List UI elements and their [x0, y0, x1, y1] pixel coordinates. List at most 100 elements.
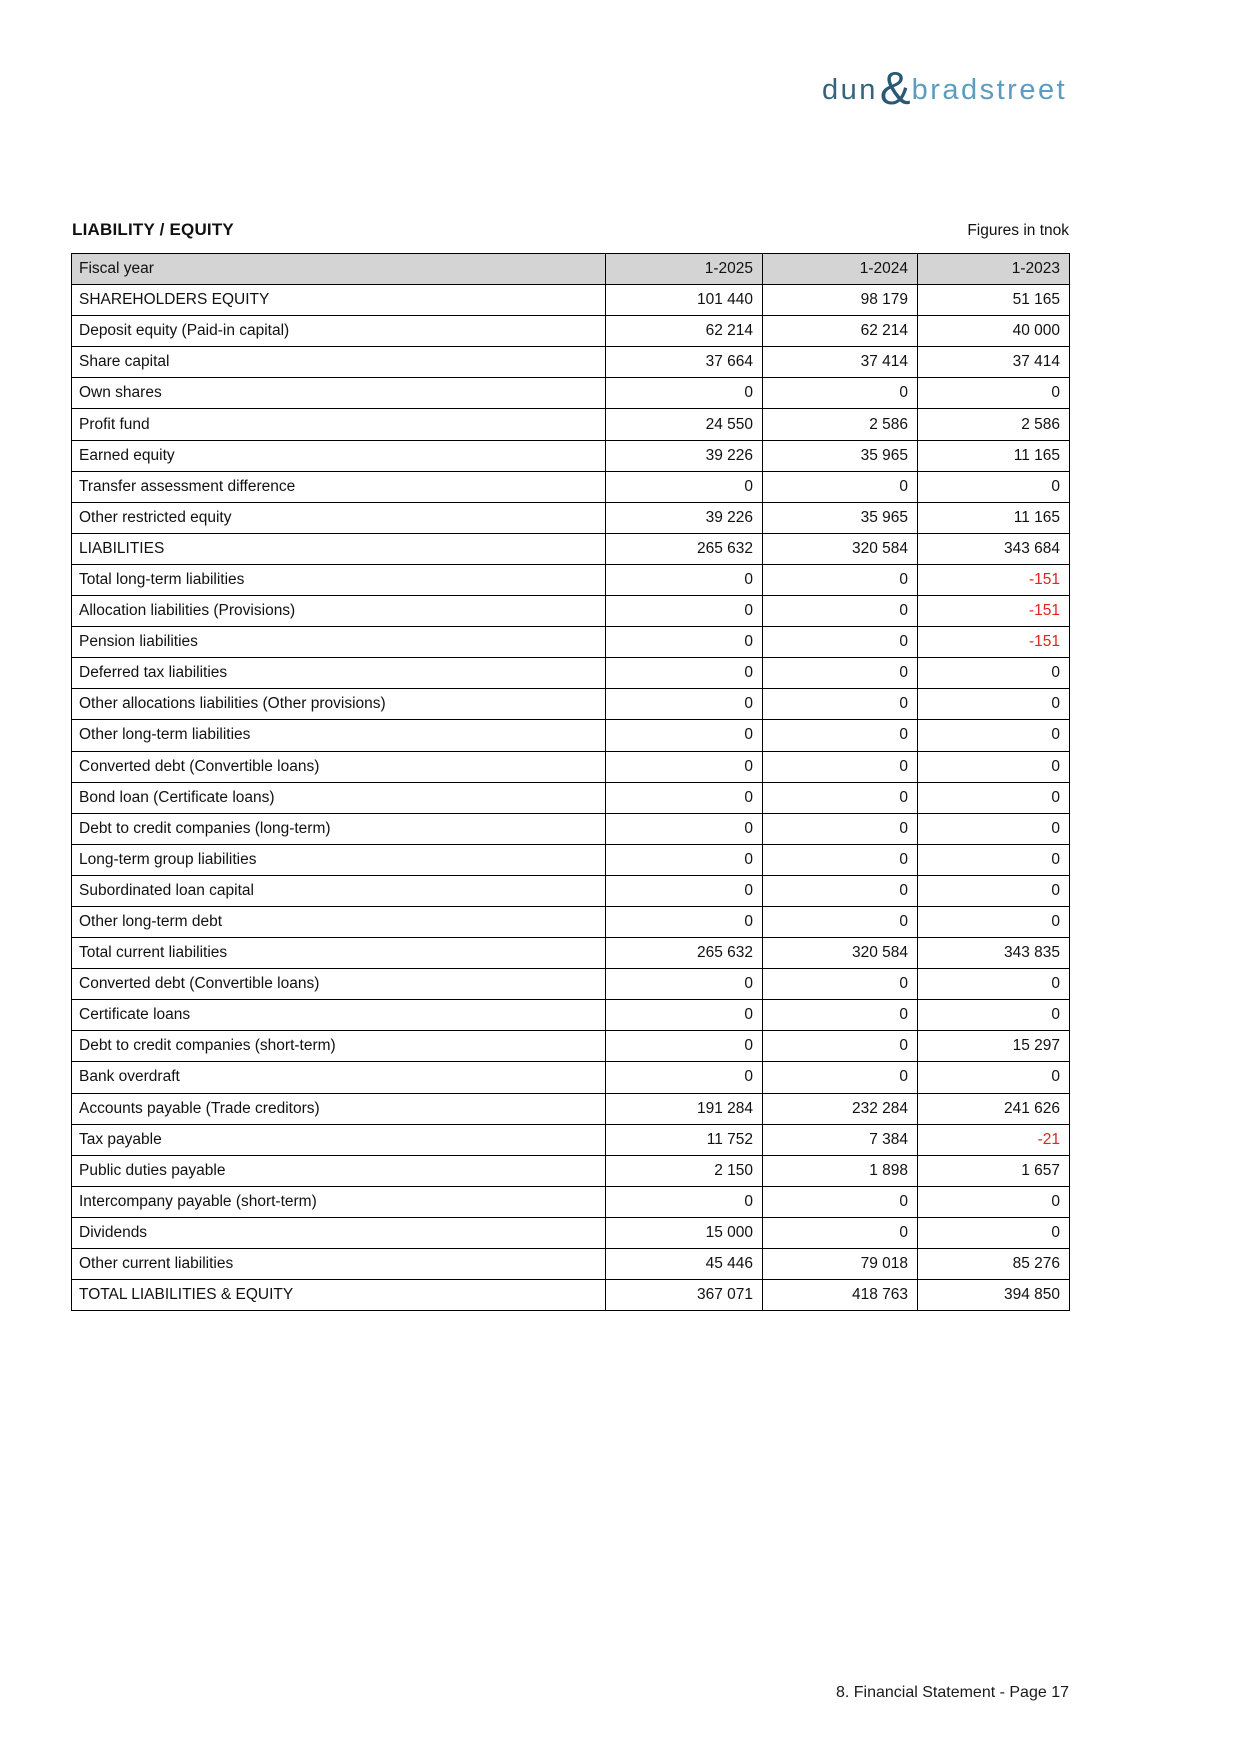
units-note: Figures in tnok — [967, 222, 1069, 239]
row-value: 79 018 — [762, 1247, 918, 1281]
row-label: Other allocations liabilities (Other pro… — [71, 688, 606, 721]
row-value: 0 — [762, 1185, 918, 1218]
row-label: Deposit equity (Paid-in capital) — [71, 315, 606, 348]
row-value: 0 — [762, 812, 918, 845]
table-row: Earned equity 39 226 35 965 11 165 — [71, 439, 1070, 472]
row-value: 0 — [605, 719, 763, 752]
row-value: 0 — [917, 470, 1070, 503]
row-value: 0 — [762, 470, 918, 503]
row-value: 62 214 — [762, 315, 918, 348]
row-value: 0 — [605, 999, 763, 1032]
table-row: Certificate loans 0 0 0 — [71, 999, 1070, 1032]
page-title: LIABILITY / EQUITY — [72, 220, 234, 239]
row-value: 0 — [762, 657, 918, 690]
row-label: Total long-term liabilities — [71, 563, 606, 597]
row-value: 0 — [762, 1216, 918, 1250]
row-value: 40 000 — [917, 315, 1070, 348]
row-label: Debt to credit companies (short-term) — [71, 1030, 606, 1063]
table-row: Debt to credit companies (short-term) 0 … — [71, 1030, 1070, 1063]
row-label: Other current liabilities — [71, 1247, 606, 1281]
row-value: 7 384 — [762, 1123, 918, 1156]
row-value: 0 — [605, 781, 763, 814]
row-label: Bank overdraft — [71, 1061, 606, 1094]
row-value: 343 684 — [917, 532, 1070, 565]
row-value: 0 — [917, 750, 1070, 783]
row-value: 0 — [605, 1030, 763, 1063]
dun-bradstreet-logo: dun & bradstreet — [822, 61, 1068, 114]
row-value: 241 626 — [917, 1092, 1070, 1125]
row-value: 394 850 — [917, 1279, 1070, 1312]
row-value: 0 — [917, 1185, 1070, 1218]
table-row: Dividends 15 000 0 0 — [71, 1216, 1070, 1250]
row-value: 0 — [762, 719, 918, 752]
row-value: 0 — [917, 812, 1070, 845]
row-value: 320 584 — [762, 532, 918, 565]
row-value: 0 — [917, 657, 1070, 690]
row-value: 51 165 — [917, 284, 1070, 317]
row-value: 0 — [605, 905, 763, 939]
row-value: -151 — [917, 595, 1070, 628]
row-label: Other long-term debt — [71, 905, 606, 939]
row-value: 343 835 — [917, 937, 1070, 970]
table-row: Tax payable 11 752 7 384 -21 — [71, 1123, 1070, 1156]
page-footer: 8. Financial Statement - Page 17 — [835, 1684, 1069, 1701]
row-value: 45 446 — [605, 1247, 763, 1281]
table-row: Converted debt (Convertible loans) 0 0 0 — [71, 968, 1070, 1001]
row-value: -151 — [917, 626, 1070, 659]
row-label: Converted debt (Convertible loans) — [71, 750, 606, 783]
table-row: Total long-term liabilities 0 0 -151 — [71, 563, 1070, 597]
row-label: Tax payable — [71, 1123, 606, 1156]
row-value: 39 226 — [605, 439, 763, 472]
row-value: 0 — [605, 843, 763, 876]
liability-equity-table: Fiscal year 1-2025 1-2024 1-2023 SHAREHO… — [71, 252, 1070, 1312]
row-value: 191 284 — [605, 1092, 763, 1125]
row-value: 0 — [917, 874, 1070, 907]
row-label: Share capital — [71, 346, 606, 379]
row-label: LIABILITIES — [71, 532, 606, 565]
table-row: Deferred tax liabilities 0 0 0 — [71, 657, 1070, 690]
row-value: 2 586 — [917, 408, 1070, 441]
row-value: 0 — [605, 968, 763, 1001]
row-label: Subordinated loan capital — [71, 874, 606, 907]
row-value: 0 — [762, 999, 918, 1032]
table-row: Other long-term debt 0 0 0 — [71, 905, 1070, 939]
row-label: Accounts payable (Trade creditors) — [71, 1092, 606, 1125]
row-value: 37 414 — [917, 346, 1070, 379]
row-label: Total current liabilities — [71, 937, 606, 970]
row-value: 0 — [762, 626, 918, 659]
row-value: 0 — [762, 563, 918, 597]
row-value: 367 071 — [605, 1279, 763, 1312]
row-value: 0 — [762, 1061, 918, 1094]
table-row: Own shares 0 0 0 — [71, 377, 1070, 410]
row-label: Dividends — [71, 1216, 606, 1250]
row-label: Public duties payable — [71, 1154, 606, 1187]
table-row: Intercompany payable (short-term) 0 0 0 — [71, 1185, 1070, 1218]
row-value: 0 — [917, 719, 1070, 752]
table-row: Long-term group liabilities 0 0 0 — [71, 843, 1070, 876]
row-value: 0 — [917, 905, 1070, 939]
table-row: Total current liabilities 265 632 320 58… — [71, 937, 1070, 970]
table-row: TOTAL LIABILITIES & EQUITY 367 071 418 7… — [71, 1279, 1070, 1312]
row-value: 0 — [605, 595, 763, 628]
row-value: 1 657 — [917, 1154, 1070, 1187]
table-row: Converted debt (Convertible loans) 0 0 0 — [71, 750, 1070, 783]
table-row: Debt to credit companies (long-term) 0 0… — [71, 812, 1070, 845]
table-row: Deposit equity (Paid-in capital) 62 214 … — [71, 315, 1070, 348]
header-fiscal-year: Fiscal year — [71, 252, 606, 286]
table-row: Allocation liabilities (Provisions) 0 0 … — [71, 595, 1070, 628]
row-value: 0 — [917, 999, 1070, 1032]
row-value: 0 — [917, 843, 1070, 876]
row-value: 0 — [605, 657, 763, 690]
table-row: Other long-term liabilities 0 0 0 — [71, 719, 1070, 752]
row-value: 418 763 — [762, 1279, 918, 1312]
table-row: Subordinated loan capital 0 0 0 — [71, 874, 1070, 907]
table-row: Transfer assessment difference 0 0 0 — [71, 470, 1070, 503]
row-value: 0 — [762, 843, 918, 876]
row-label: Bond loan (Certificate loans) — [71, 781, 606, 814]
row-value: 0 — [762, 968, 918, 1001]
row-label: Intercompany payable (short-term) — [71, 1185, 606, 1218]
table-header-row: Fiscal year 1-2025 1-2024 1-2023 — [71, 252, 1070, 286]
row-value: 24 550 — [605, 408, 763, 441]
row-value: 1 898 — [762, 1154, 918, 1187]
row-value: 101 440 — [605, 284, 763, 317]
